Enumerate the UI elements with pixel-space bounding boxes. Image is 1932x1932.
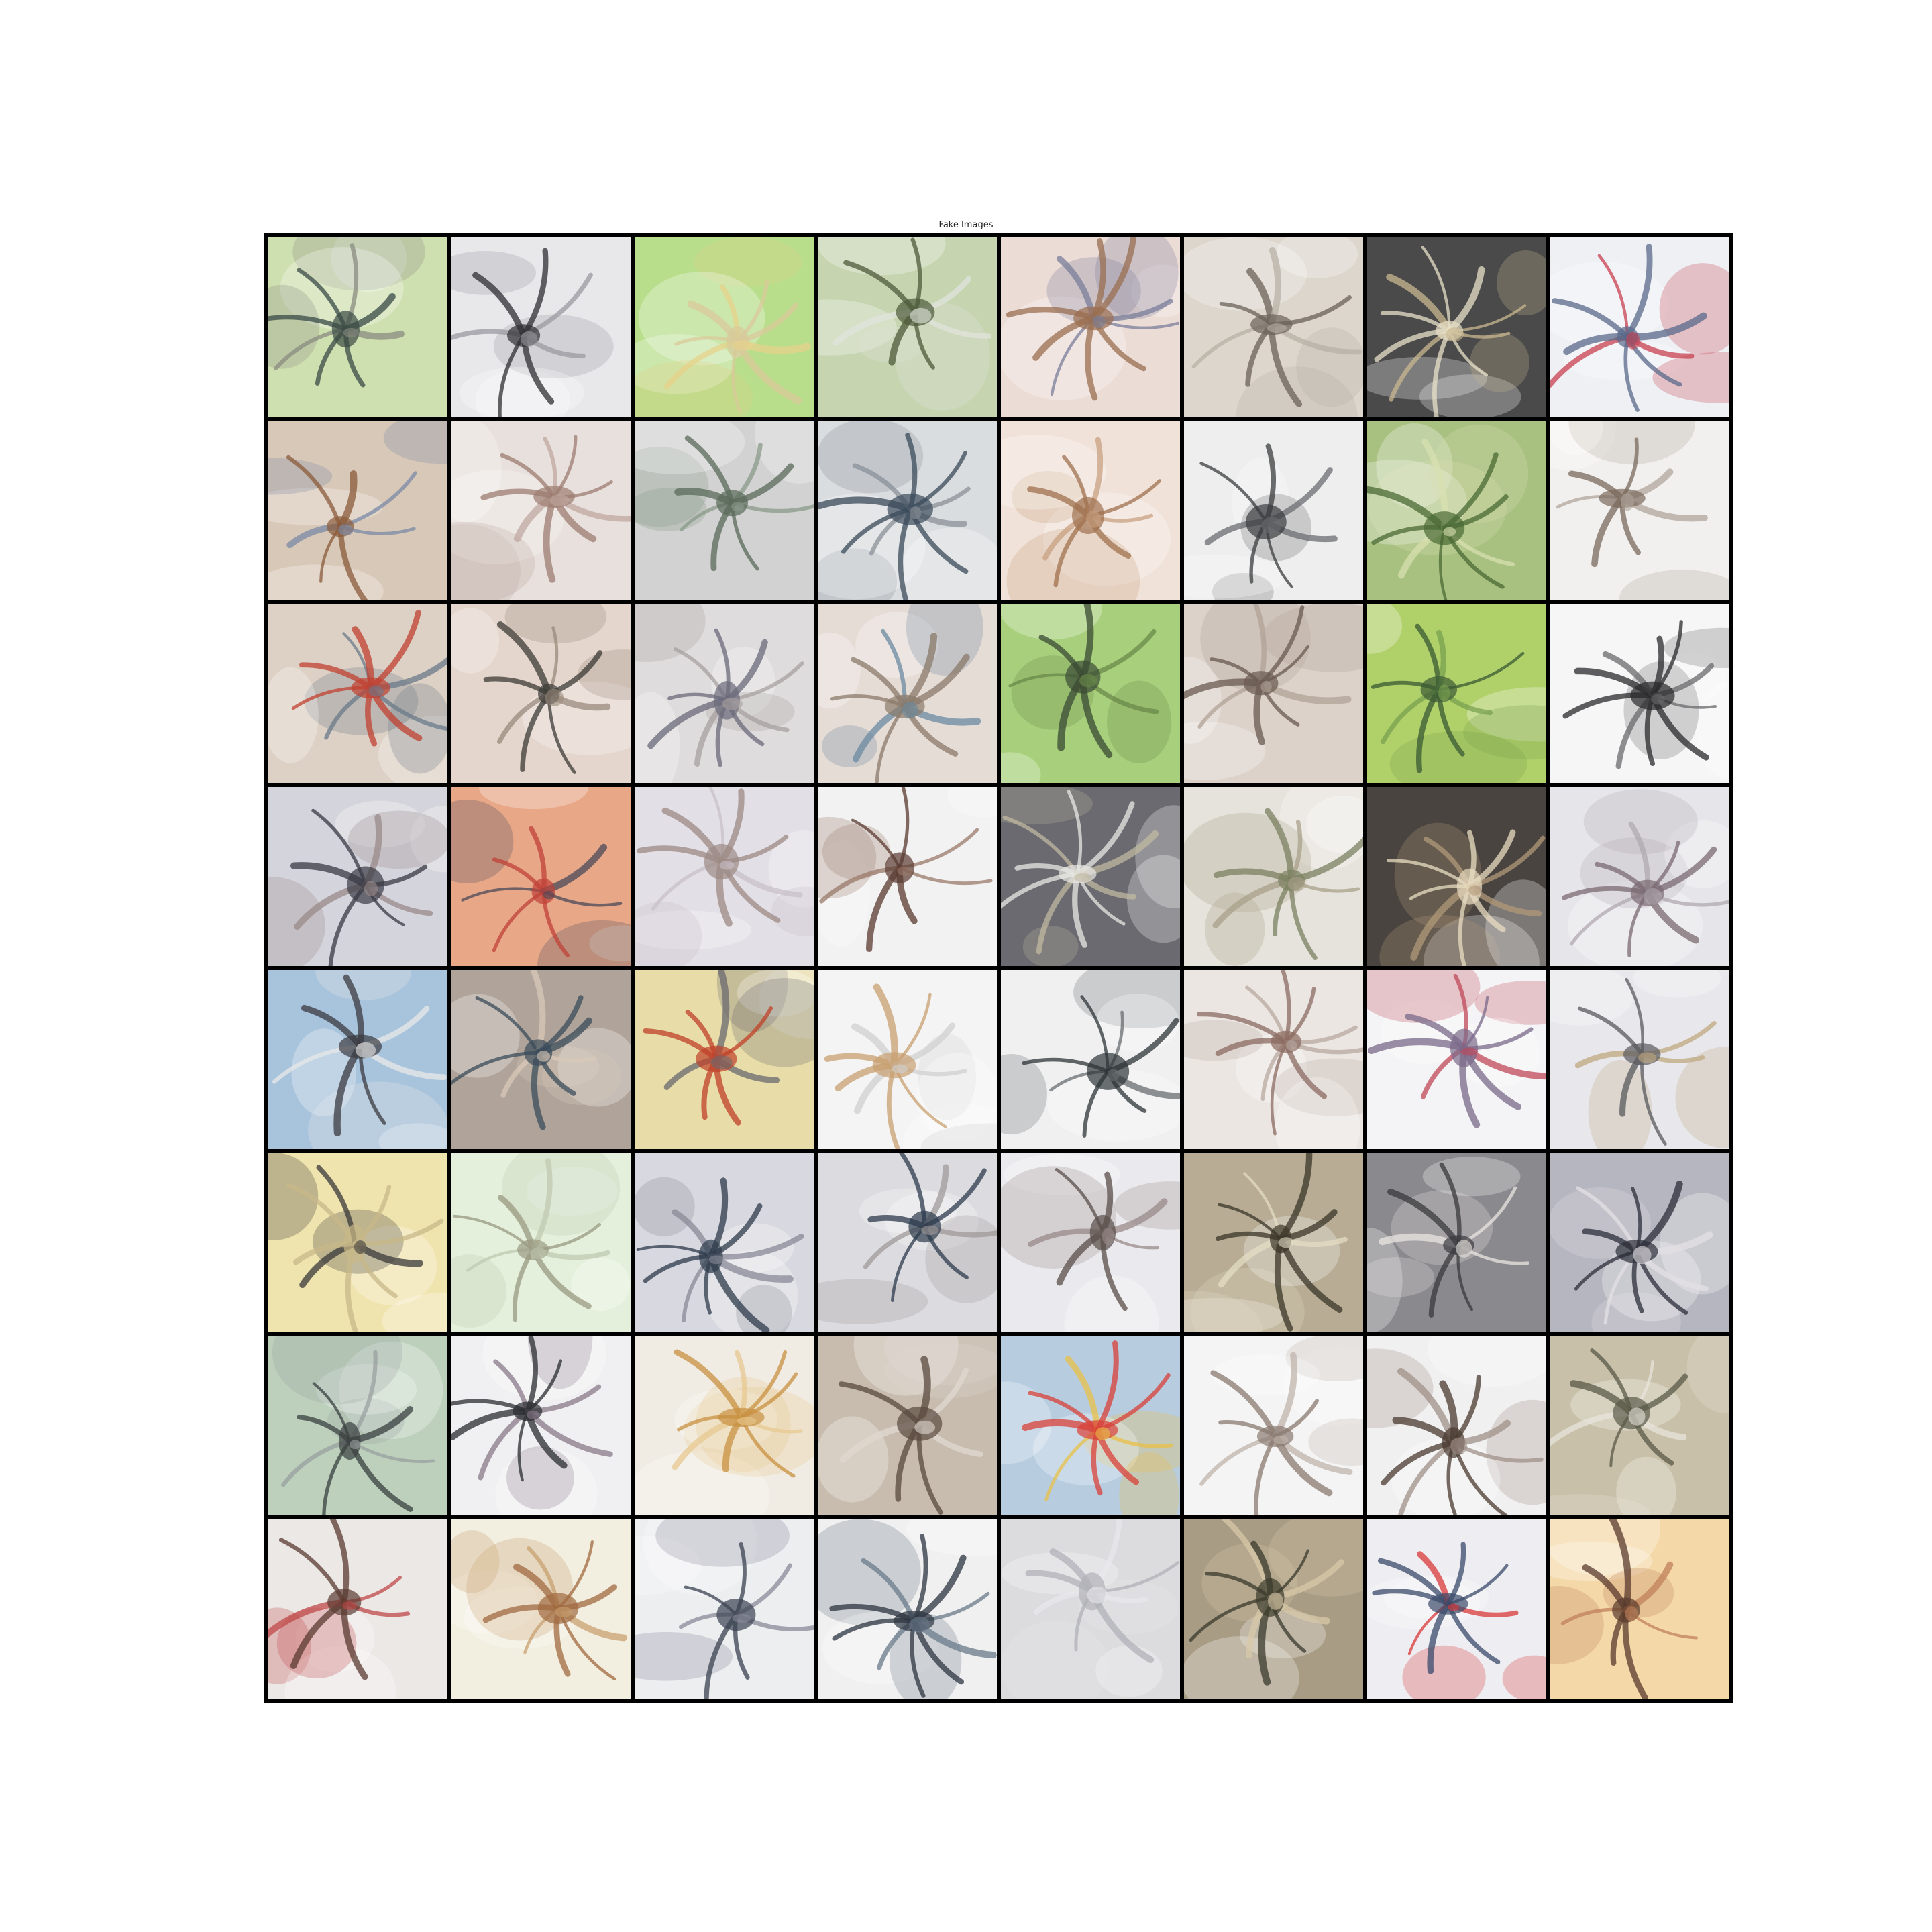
generated-image-tile	[1550, 604, 1729, 783]
generated-image-tile	[268, 421, 447, 600]
generated-image-tile	[268, 1153, 447, 1332]
generated-image-tile	[1184, 237, 1363, 417]
figure-title: Fake Images	[938, 220, 994, 230]
generated-image-tile	[1367, 1519, 1546, 1699]
generated-image-tile	[1550, 237, 1729, 417]
generated-image-tile	[451, 604, 631, 783]
generated-image-tile	[268, 1519, 447, 1699]
generated-image-tile	[818, 970, 997, 1149]
generated-image-tile	[1001, 1153, 1180, 1332]
generated-image-tile	[451, 787, 631, 966]
generated-image-tile	[1550, 970, 1729, 1149]
generated-image-tile	[1367, 421, 1546, 600]
generated-image-tile	[1001, 1519, 1180, 1699]
generated-image-tile	[635, 1519, 814, 1699]
generated-image-tile	[1550, 787, 1729, 966]
generated-image-tile	[818, 237, 997, 417]
generated-image-tile	[1367, 1153, 1546, 1332]
generated-image-tile	[268, 1336, 447, 1515]
generated-image-tile	[1001, 970, 1180, 1149]
generated-image-tile	[1550, 1519, 1729, 1699]
generated-image-tile	[451, 1519, 631, 1699]
generated-image-tile	[268, 787, 447, 966]
generated-image-tile	[451, 1336, 631, 1515]
generated-image-tile	[268, 237, 447, 417]
generated-image-tile	[1184, 604, 1363, 783]
generated-image-tile	[1184, 970, 1363, 1149]
generated-image-tile	[1184, 787, 1363, 966]
generated-image-tile	[1184, 1336, 1363, 1515]
generated-image-tile	[818, 1519, 997, 1699]
generated-image-tile	[1001, 1336, 1180, 1515]
generated-image-tile	[818, 604, 997, 783]
generated-image-tile	[1367, 787, 1546, 966]
generated-image-tile	[818, 1336, 997, 1515]
generated-image-tile	[635, 970, 814, 1149]
generated-image-tile	[451, 1153, 631, 1332]
generated-image-tile	[1550, 1153, 1729, 1332]
generated-image-tile	[268, 604, 447, 783]
generated-image-tile	[451, 970, 631, 1149]
generated-image-tile	[1184, 1519, 1363, 1699]
generated-image-tile	[635, 1336, 814, 1515]
generated-image-tile	[1367, 1336, 1546, 1515]
generated-image-tile	[1001, 237, 1180, 417]
generated-image-tile	[1367, 237, 1546, 417]
generated-image-tile	[1184, 1153, 1363, 1332]
generated-image-tile	[818, 787, 997, 966]
generated-image-tile	[1367, 604, 1546, 783]
generated-image-tile	[635, 604, 814, 783]
generated-image-tile	[1001, 787, 1180, 966]
generated-image-tile	[268, 970, 447, 1149]
generated-image-tile	[1550, 1336, 1729, 1515]
generated-image-tile	[818, 1153, 997, 1332]
generated-image-tile	[1001, 421, 1180, 600]
generated-image-tile	[635, 1153, 814, 1332]
generated-image-tile	[635, 787, 814, 966]
generated-image-tile	[1184, 421, 1363, 600]
generated-image-tile	[635, 421, 814, 600]
generated-image-tile	[818, 421, 997, 600]
image-grid	[264, 233, 1733, 1703]
generated-image-tile	[1550, 421, 1729, 600]
generated-image-tile	[451, 237, 631, 417]
generated-image-tile	[451, 421, 631, 600]
generated-image-tile	[1367, 970, 1546, 1149]
generated-image-tile	[1001, 604, 1180, 783]
generated-image-tile	[635, 237, 814, 417]
